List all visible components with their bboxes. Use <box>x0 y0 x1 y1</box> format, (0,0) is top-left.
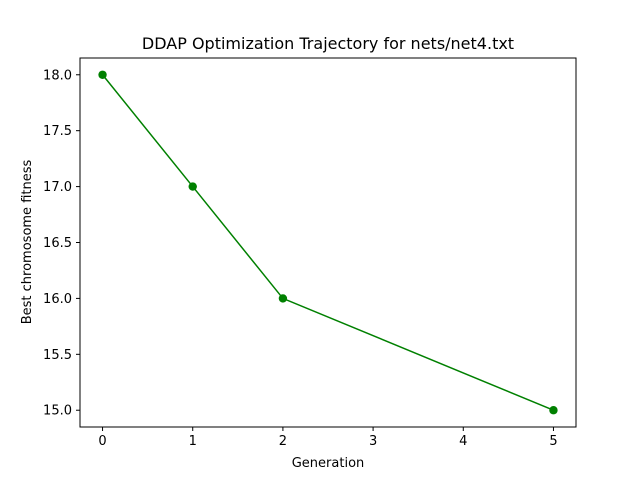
x-tick-label: 4 <box>459 434 467 449</box>
x-tick-label: 3 <box>369 434 377 449</box>
y-tick-label: 15.5 <box>43 348 72 363</box>
data-point <box>98 70 107 79</box>
plot-area <box>79 57 577 428</box>
data-point <box>549 406 558 415</box>
axis-ticks: 0 1 2 3 4 5 15.0 15.5 16.0 16.5 17.0 17.5 18.0 <box>43 68 558 449</box>
y-tick-label: 15.0 <box>43 404 72 419</box>
x-axis-label: Generation <box>292 456 365 471</box>
x-tick-label: 5 <box>549 434 557 449</box>
y-tick-label: 17.0 <box>43 180 72 195</box>
x-tick-label: 1 <box>189 434 197 449</box>
chart-title: DDAP Optimization Trajectory for nets/ne… <box>142 34 514 53</box>
series-line <box>101 74 554 411</box>
y-tick-label: 16.0 <box>43 292 72 307</box>
y-tick-label: 17.5 <box>43 124 72 139</box>
x-tick-label: 0 <box>98 434 106 449</box>
y-tick-label: 16.5 <box>43 236 72 251</box>
data-series <box>98 70 558 415</box>
x-tick-label: 2 <box>279 434 287 449</box>
y-tick-label: 18.0 <box>43 68 72 83</box>
data-point <box>278 294 288 303</box>
data-point <box>188 182 197 191</box>
y-axis-label: Best chromosome fitness <box>20 160 35 325</box>
